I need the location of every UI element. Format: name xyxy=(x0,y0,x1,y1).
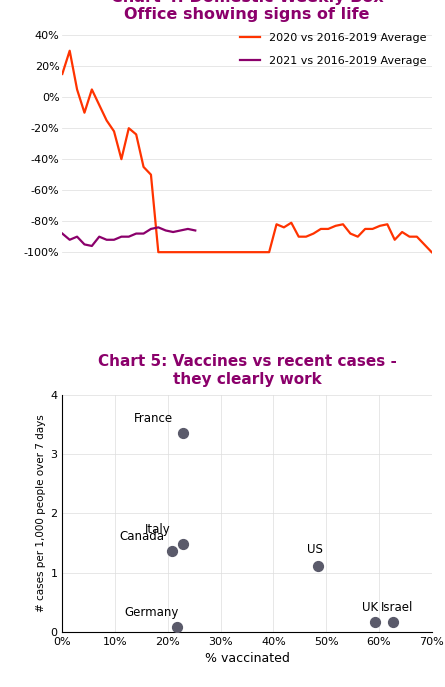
Line: 2020 vs 2016-2019 Average: 2020 vs 2016-2019 Average xyxy=(62,51,432,252)
Point xyxy=(371,616,378,627)
2021 vs 2016-2019 Average xyxy=(148,225,154,233)
Point xyxy=(389,616,396,627)
Point xyxy=(179,427,186,438)
2021 vs 2016-2019 Average xyxy=(178,226,183,234)
2020 vs 2016-2019 Average xyxy=(156,248,161,256)
Text: Israel: Israel xyxy=(380,601,413,614)
Y-axis label: # cases per 1,000 people over 7 days: # cases per 1,000 people over 7 days xyxy=(36,415,46,612)
2021 vs 2016-2019 Average xyxy=(119,232,124,240)
2021 vs 2016-2019 Average xyxy=(193,226,198,234)
2020 vs 2016-2019 Average xyxy=(318,225,324,233)
Point xyxy=(314,560,321,571)
2021 vs 2016-2019 Average xyxy=(126,232,131,240)
2020 vs 2016-2019 Average xyxy=(340,220,346,228)
Legend: 2020 vs 2016-2019 Average, 2021 vs 2016-2019 Average: 2020 vs 2016-2019 Average, 2021 vs 2016-… xyxy=(240,33,426,67)
2021 vs 2016-2019 Average xyxy=(67,236,73,244)
2021 vs 2016-2019 Average xyxy=(163,226,168,234)
Text: UK: UK xyxy=(362,601,379,614)
2021 vs 2016-2019 Average xyxy=(185,225,190,233)
2021 vs 2016-2019 Average xyxy=(97,232,102,240)
Title: Chart 5: Vaccines vs recent cases -
they clearly work: Chart 5: Vaccines vs recent cases - they… xyxy=(97,354,396,387)
Title: Chart 4: Domestic Weekly Box
Office showing signs of life: Chart 4: Domestic Weekly Box Office show… xyxy=(111,0,383,22)
2021 vs 2016-2019 Average xyxy=(82,240,87,249)
2021 vs 2016-2019 Average xyxy=(156,223,161,232)
2020 vs 2016-2019 Average xyxy=(148,170,154,179)
Text: Canada: Canada xyxy=(119,530,164,543)
2020 vs 2016-2019 Average xyxy=(67,47,73,55)
2020 vs 2016-2019 Average xyxy=(193,248,198,256)
Point xyxy=(179,538,186,549)
2021 vs 2016-2019 Average xyxy=(74,232,80,240)
2021 vs 2016-2019 Average xyxy=(134,229,139,238)
2020 vs 2016-2019 Average xyxy=(421,240,427,249)
2021 vs 2016-2019 Average xyxy=(141,229,146,238)
Text: US: US xyxy=(307,543,323,556)
2021 vs 2016-2019 Average xyxy=(60,229,65,238)
2021 vs 2016-2019 Average xyxy=(89,242,94,250)
Text: Germany: Germany xyxy=(125,606,179,619)
2020 vs 2016-2019 Average xyxy=(185,248,190,256)
2021 vs 2016-2019 Average xyxy=(170,228,176,236)
Point xyxy=(174,621,181,632)
Point xyxy=(169,545,176,556)
X-axis label: % vaccinated: % vaccinated xyxy=(205,653,289,666)
2021 vs 2016-2019 Average xyxy=(111,236,117,244)
Text: France: France xyxy=(134,412,173,425)
Text: Italy: Italy xyxy=(144,523,170,536)
2020 vs 2016-2019 Average xyxy=(60,70,65,78)
2020 vs 2016-2019 Average xyxy=(429,248,434,256)
Line: 2021 vs 2016-2019 Average: 2021 vs 2016-2019 Average xyxy=(62,227,195,246)
2021 vs 2016-2019 Average xyxy=(104,236,109,244)
